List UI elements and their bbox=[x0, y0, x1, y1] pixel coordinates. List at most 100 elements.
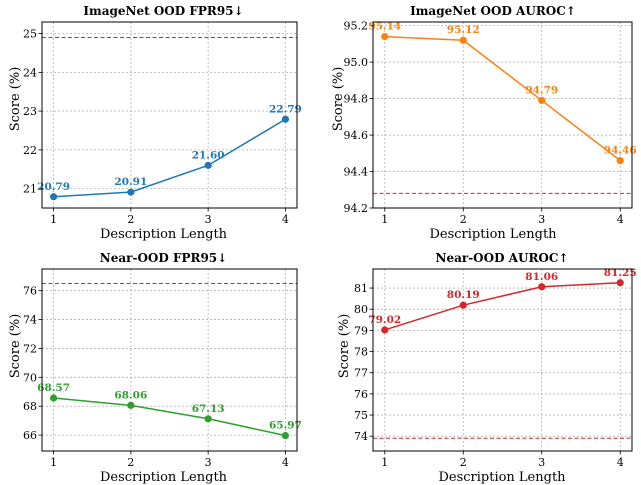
data-point bbox=[281, 431, 290, 440]
data-label: 95.14 bbox=[368, 21, 401, 33]
y-axis-label: Score (%) bbox=[331, 67, 346, 132]
chart-title: Near-OOD FPR95↓ bbox=[100, 251, 227, 265]
x-axis-label: Description Length bbox=[438, 470, 566, 485]
data-point bbox=[538, 283, 546, 291]
data-label: 81.06 bbox=[525, 271, 558, 283]
data-label: 94.46 bbox=[604, 145, 637, 157]
y-axis-label: Score (%) bbox=[337, 314, 352, 379]
chart-panel-imagenet-fpr95: ImageNet OOD FPR95↓ Score (%) Descriptio… bbox=[8, 4, 302, 242]
x-tick-label: 2 bbox=[127, 456, 134, 469]
x-tick-label: 1 bbox=[381, 213, 388, 226]
y-tick-label: 75 bbox=[354, 409, 368, 422]
x-tick-label: 4 bbox=[282, 213, 289, 226]
y-tick-label: 81 bbox=[354, 282, 368, 295]
x-tick-label: 3 bbox=[205, 456, 212, 469]
chart-panel-near-ood-fpr95: Near-OOD FPR95↓ Score (%) Description Le… bbox=[8, 251, 302, 485]
plot-area: 1 2 3 4 94.2 94.4 94.6 94.8 95.0 95.2 95.14 95.12 94… bbox=[344, 20, 637, 226]
y-tick-label: 24 bbox=[23, 66, 37, 79]
y-tick-label: 21 bbox=[23, 183, 37, 196]
series-line bbox=[384, 35, 621, 162]
x-tick-label: 3 bbox=[538, 456, 545, 469]
x-tick-label: 4 bbox=[282, 456, 289, 469]
x-tick-label: 2 bbox=[460, 456, 467, 469]
y-tick-label: 74 bbox=[23, 314, 37, 327]
data-point bbox=[381, 32, 389, 41]
y-tick-label: 95.2 bbox=[344, 20, 369, 33]
data-label: 68.57 bbox=[37, 382, 70, 394]
data-label: 20.79 bbox=[37, 181, 70, 193]
y-tick-label: 66 bbox=[23, 429, 37, 442]
x-tick-label: 1 bbox=[50, 456, 57, 469]
data-point bbox=[281, 115, 290, 123]
chart-panel-imagenet-auroc: ImageNet OOD AUROC↑ Score (%) Descriptio… bbox=[331, 4, 637, 242]
plot-frame bbox=[41, 268, 298, 452]
chart-panel-near-ood-auroc: Near-OOD AUROC↑ Score (%) Description Le… bbox=[337, 251, 637, 485]
data-point bbox=[616, 156, 624, 165]
series-line bbox=[384, 282, 621, 331]
y-tick-label: 76 bbox=[23, 285, 37, 298]
series-line bbox=[53, 118, 286, 198]
y-tick-label: 94.6 bbox=[344, 129, 369, 142]
data-label: 95.12 bbox=[447, 24, 480, 36]
y-tick-label: 25 bbox=[23, 28, 37, 41]
chart-title: ImageNet OOD FPR95↓ bbox=[83, 4, 243, 18]
data-point bbox=[459, 301, 467, 309]
chart-title: ImageNet OOD AUROC↑ bbox=[410, 4, 576, 18]
data-point bbox=[381, 326, 389, 334]
data-point bbox=[538, 96, 546, 105]
data-point bbox=[616, 279, 624, 287]
y-axis-label: Score (%) bbox=[8, 67, 23, 132]
x-tick-label: 3 bbox=[205, 213, 212, 226]
y-tick-label: 78 bbox=[354, 346, 368, 359]
data-label: 94.79 bbox=[525, 84, 558, 96]
y-tick-label: 94.8 bbox=[344, 93, 369, 106]
y-tick-label: 80 bbox=[354, 303, 368, 316]
y-tick-label: 79 bbox=[354, 324, 368, 337]
y-tick-label: 68 bbox=[23, 400, 37, 413]
plot-area: 1 2 3 4 74 75 76 77 78 79 80 81 79.02 80.19 81.06 81.25 bbox=[354, 267, 637, 469]
y-tick-label: 76 bbox=[354, 388, 368, 401]
plot-area: 1 2 3 4 66 68 70 72 74 76 68.57 68.06 67.13 65.97 bbox=[23, 268, 302, 469]
data-point bbox=[127, 188, 135, 196]
x-axis-label: Description Length bbox=[429, 227, 557, 242]
data-label: 80.19 bbox=[447, 289, 480, 301]
x-tick-label: 3 bbox=[538, 213, 545, 226]
data-label: 81.25 bbox=[604, 267, 637, 279]
x-tick-label: 4 bbox=[617, 213, 624, 226]
y-tick-label: 74 bbox=[354, 430, 368, 443]
chart-title: Near-OOD AUROC↑ bbox=[436, 251, 569, 265]
data-label: 65.97 bbox=[269, 420, 302, 432]
data-label: 21.60 bbox=[192, 149, 225, 161]
x-tick-label: 1 bbox=[381, 456, 388, 469]
data-point bbox=[459, 36, 467, 44]
y-tick-label: 23 bbox=[23, 105, 37, 118]
data-point bbox=[49, 193, 58, 201]
y-tick-label: 95.0 bbox=[344, 56, 369, 69]
data-point bbox=[49, 394, 58, 402]
plot-frame bbox=[372, 21, 633, 209]
data-label: 22.79 bbox=[269, 103, 302, 115]
data-label: 68.06 bbox=[114, 389, 147, 401]
plot-frame bbox=[41, 21, 298, 209]
data-point bbox=[204, 415, 212, 423]
x-tick-label: 1 bbox=[50, 213, 57, 226]
y-tick-label: 22 bbox=[23, 144, 37, 157]
series-line bbox=[53, 397, 286, 437]
data-point bbox=[127, 401, 135, 409]
x-tick-label: 2 bbox=[460, 213, 467, 226]
y-tick-label: 77 bbox=[354, 367, 368, 380]
y-tick-label: 94.2 bbox=[344, 202, 369, 215]
data-label: 20.91 bbox=[114, 176, 147, 188]
x-axis-label: Description Length bbox=[100, 470, 228, 485]
data-label: 79.02 bbox=[368, 314, 401, 326]
data-point bbox=[204, 161, 212, 169]
data-label: 67.13 bbox=[192, 403, 225, 415]
y-axis-label: Score (%) bbox=[8, 314, 23, 379]
x-tick-label: 2 bbox=[127, 213, 134, 226]
x-tick-label: 4 bbox=[617, 456, 624, 469]
x-axis-label: Description Length bbox=[100, 227, 228, 242]
y-tick-label: 72 bbox=[23, 342, 37, 355]
y-tick-label: 94.4 bbox=[344, 166, 369, 179]
